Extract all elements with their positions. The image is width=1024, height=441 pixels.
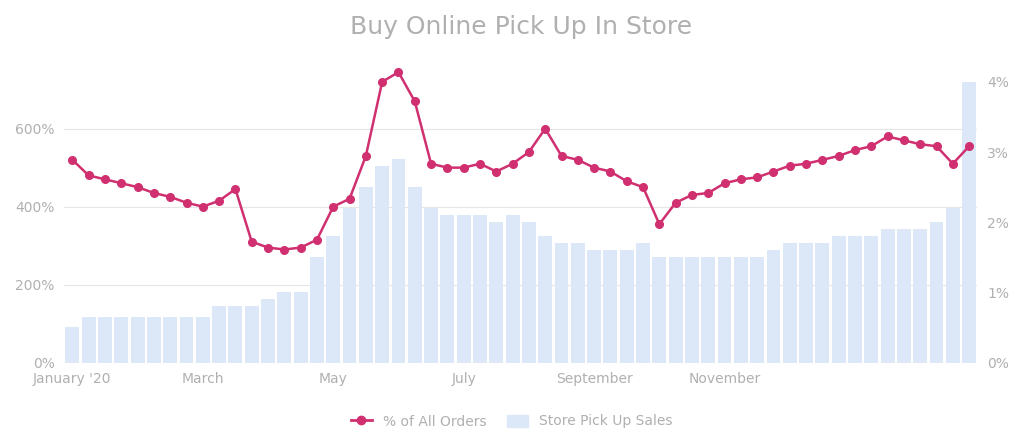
- Bar: [751, 257, 764, 363]
- Bar: [327, 236, 340, 363]
- Bar: [245, 306, 259, 363]
- Bar: [163, 317, 177, 363]
- Bar: [228, 306, 243, 363]
- Bar: [391, 159, 406, 363]
- Bar: [831, 236, 846, 363]
- Title: Buy Online Pick Up In Store: Buy Online Pick Up In Store: [349, 15, 692, 39]
- Bar: [799, 243, 813, 363]
- Bar: [864, 236, 879, 363]
- Bar: [571, 243, 585, 363]
- Bar: [897, 229, 910, 363]
- Bar: [179, 317, 194, 363]
- Bar: [98, 317, 112, 363]
- Bar: [278, 292, 291, 363]
- Bar: [473, 215, 487, 363]
- Bar: [212, 306, 226, 363]
- Bar: [587, 250, 601, 363]
- Bar: [603, 250, 617, 363]
- Bar: [261, 299, 275, 363]
- Bar: [408, 187, 422, 363]
- Bar: [424, 208, 438, 363]
- Bar: [782, 243, 797, 363]
- Bar: [66, 328, 79, 363]
- Bar: [946, 208, 959, 363]
- Bar: [913, 229, 927, 363]
- Bar: [457, 215, 471, 363]
- Bar: [131, 317, 144, 363]
- Bar: [522, 222, 536, 363]
- Bar: [930, 222, 943, 363]
- Bar: [294, 292, 307, 363]
- Bar: [539, 236, 552, 363]
- Bar: [489, 222, 503, 363]
- Bar: [196, 317, 210, 363]
- Bar: [310, 257, 324, 363]
- Bar: [881, 229, 895, 363]
- Legend: % of All Orders, Store Pick Up Sales: % of All Orders, Store Pick Up Sales: [345, 409, 679, 434]
- Bar: [115, 317, 128, 363]
- Bar: [652, 257, 667, 363]
- Bar: [359, 187, 373, 363]
- Bar: [440, 215, 455, 363]
- Bar: [718, 257, 731, 363]
- Bar: [343, 208, 356, 363]
- Bar: [620, 250, 634, 363]
- Bar: [147, 317, 161, 363]
- Bar: [734, 257, 748, 363]
- Bar: [82, 317, 95, 363]
- Bar: [555, 243, 568, 363]
- Bar: [669, 257, 683, 363]
- Bar: [375, 166, 389, 363]
- Bar: [636, 243, 650, 363]
- Bar: [685, 257, 698, 363]
- Bar: [848, 236, 862, 363]
- Bar: [767, 250, 780, 363]
- Bar: [963, 82, 976, 363]
- Bar: [506, 215, 519, 363]
- Bar: [815, 243, 829, 363]
- Bar: [701, 257, 715, 363]
